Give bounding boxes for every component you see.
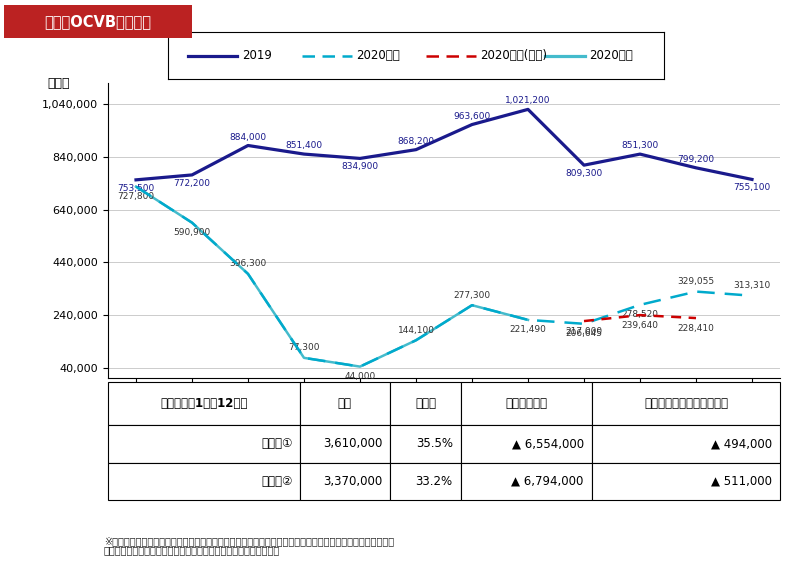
Text: 206,645: 206,645 xyxy=(566,329,602,338)
Text: 年間消費額前年差（百万）: 年間消費額前年差（百万） xyxy=(644,397,728,410)
Text: 年間推計（1月－12月）: 年間推計（1月－12月） xyxy=(160,397,247,410)
Text: 前年差（人）: 前年差（人） xyxy=(506,397,547,410)
Text: 868,200: 868,200 xyxy=(398,137,434,145)
Text: 753,500: 753,500 xyxy=(118,184,154,193)
Text: ケース②: ケース② xyxy=(262,475,293,488)
Bar xyxy=(299,425,390,462)
Bar xyxy=(461,382,592,425)
Text: 755,100: 755,100 xyxy=(734,183,770,193)
Text: 3,370,000: 3,370,000 xyxy=(323,475,382,488)
Text: 884,000: 884,000 xyxy=(230,133,266,141)
Text: 44,000: 44,000 xyxy=(344,372,376,381)
Text: 851,400: 851,400 xyxy=(286,141,322,150)
Text: 3,610,000: 3,610,000 xyxy=(323,437,382,450)
Text: 851,300: 851,300 xyxy=(622,141,658,150)
Bar xyxy=(299,462,390,500)
Text: 834,900: 834,900 xyxy=(342,162,378,171)
Bar xyxy=(592,462,780,500)
Text: 2019: 2019 xyxy=(242,49,272,62)
Text: 1,021,200: 1,021,200 xyxy=(506,97,550,105)
Text: 2020実績: 2020実績 xyxy=(590,49,634,62)
Text: 727,800: 727,800 xyxy=(118,192,154,201)
Text: 772,200: 772,200 xyxy=(174,179,210,188)
Text: 前年比: 前年比 xyxy=(415,397,436,410)
Text: ケース①: ケース① xyxy=(262,437,293,450)
Text: 329,055: 329,055 xyxy=(678,277,714,286)
Bar xyxy=(108,425,299,462)
Bar xyxy=(390,462,461,500)
Text: （人）: （人） xyxy=(47,78,70,90)
Bar xyxy=(390,425,461,462)
Text: 277,300: 277,300 xyxy=(454,291,490,300)
Text: 144,100: 144,100 xyxy=(398,326,434,335)
Text: 239,640: 239,640 xyxy=(622,321,658,329)
Text: 809,300: 809,300 xyxy=(566,169,602,178)
Text: 590,900: 590,900 xyxy=(174,228,210,237)
Text: 217,000: 217,000 xyxy=(566,327,602,336)
Text: 396,300: 396,300 xyxy=(230,259,266,269)
Bar xyxy=(299,382,390,425)
Text: 278,520: 278,520 xyxy=(622,310,658,319)
Text: 228,410: 228,410 xyxy=(678,324,714,332)
Text: 35.5%: 35.5% xyxy=(416,437,453,450)
Bar xyxy=(108,462,299,500)
Text: ▲ 511,000: ▲ 511,000 xyxy=(711,475,772,488)
Text: 77,300: 77,300 xyxy=(288,343,320,352)
Text: 221,490: 221,490 xyxy=(510,325,546,335)
Bar xyxy=(108,382,299,425)
Text: は「沖縄県外国人観光客実態調査報告書」の消費単価を参考に推計: は「沖縄県外国人観光客実態調査報告書」の消費単価を参考に推計 xyxy=(104,545,280,555)
Text: 799,200: 799,200 xyxy=(678,155,714,164)
Bar xyxy=(592,425,780,462)
Bar xyxy=(390,382,461,425)
Bar xyxy=(461,462,592,500)
Text: 人数: 人数 xyxy=(338,397,352,410)
Bar xyxy=(592,382,780,425)
Text: 総計（OCVB予測入）: 総計（OCVB予測入） xyxy=(45,14,151,29)
Text: 33.2%: 33.2% xyxy=(416,475,453,488)
Text: 963,600: 963,600 xyxy=(454,112,490,121)
Text: 2020予測(悪化): 2020予測(悪化) xyxy=(481,49,547,62)
Text: ※消費額については国内客（空路・海路）、外国客（空路）は「沖縄県観光消費額速報値」、外国客（海路）: ※消費額については国内客（空路・海路）、外国客（空路）は「沖縄県観光消費額速報値… xyxy=(104,536,394,546)
Text: ▲ 6,794,000: ▲ 6,794,000 xyxy=(511,475,584,488)
Text: 313,310: 313,310 xyxy=(734,281,770,290)
Text: ▲ 6,554,000: ▲ 6,554,000 xyxy=(512,437,584,450)
Bar xyxy=(461,425,592,462)
Text: ▲ 494,000: ▲ 494,000 xyxy=(711,437,772,450)
Text: 2020予測: 2020予測 xyxy=(357,49,400,62)
